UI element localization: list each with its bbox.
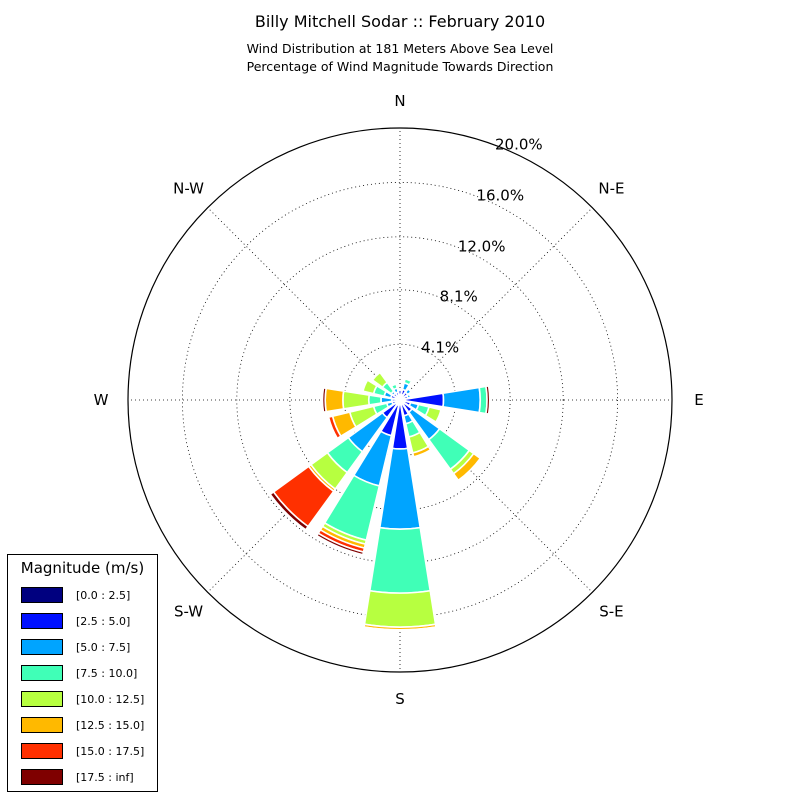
legend-label: [17.5 : inf] (76, 771, 134, 784)
wind-bar-segment (485, 385, 491, 415)
wind-direction-bar (399, 399, 442, 424)
chart-subtitle-line-2: Percentage of Wind Magnitude Towards Dir… (246, 59, 554, 74)
direction-label: W (94, 391, 109, 409)
legend-swatch (21, 717, 63, 733)
legend-swatch (21, 613, 63, 629)
grid-spoke (399, 207, 593, 401)
wind-bar-segment (452, 452, 482, 482)
legend-swatch (21, 639, 63, 655)
wind-bar-segment (403, 377, 413, 387)
direction-label: N-W (173, 180, 204, 198)
direction-label: S-E (599, 602, 623, 620)
legend-label: [5.0 : 7.5] (76, 641, 131, 654)
legend-label: [12.5 : 15.0] (76, 719, 145, 732)
wind-bar-segment (367, 394, 383, 406)
chart-title: Billy Mitchell Sodar :: February 2010 (254, 12, 546, 31)
wind-bar-segment (269, 490, 310, 531)
direction-label: N-E (598, 180, 624, 198)
wind-bar-segment (342, 390, 371, 410)
radial-tick-label: 4.1% (421, 339, 459, 357)
outer-circle (127, 127, 673, 673)
wind-bar-segment (315, 532, 365, 556)
direction-label: S-W (174, 602, 203, 620)
wind-bar-segment (363, 589, 437, 628)
wind-bar-segment (390, 383, 399, 391)
wind-direction-bar (399, 399, 432, 458)
wind-bar-segment (424, 406, 442, 424)
legend: Magnitude (m/s) [0.0 : 2.5] [2.5 : 5.0] [5… (7, 554, 158, 792)
axis-labels: N N-E E S-E S S-W W N-W 4.1% 8.1% 12.0% 16.0% 20.0% (94, 92, 704, 708)
wind-direction-bar (315, 399, 401, 556)
wind-direction-bar (327, 399, 401, 440)
wind-bar-segment (404, 387, 413, 396)
wind-bars (269, 371, 491, 633)
radial-tick-label: 16.0% (476, 187, 524, 205)
radial-tick-label: 8.1% (440, 287, 478, 305)
legend-swatch (21, 587, 63, 603)
legend-label: [10.0 : 12.5] (76, 693, 145, 706)
direction-label: E (694, 391, 703, 409)
grid-spoke (207, 207, 401, 401)
wind-bar-segment (321, 386, 328, 414)
wind-bar-segment (405, 393, 412, 400)
direction-label: N (394, 92, 405, 110)
radial-tick-label: 20.0% (495, 135, 543, 153)
legend-swatch (21, 769, 63, 785)
chart-subtitle-line-1: Wind Distribution at 181 Meters Above Se… (246, 41, 554, 56)
legend-label: [7.5 : 10.0] (76, 667, 138, 680)
radial-tick-label: 12.0% (458, 238, 506, 256)
grid-spoke (399, 399, 593, 593)
wind-bar-segment (362, 626, 438, 633)
wind-bar-segment (368, 526, 432, 594)
wind-bar-segment (442, 386, 482, 414)
legend-label: [2.5 : 5.0] (76, 615, 131, 628)
wind-bar-segment (362, 379, 378, 395)
wind-bar-segment (324, 387, 345, 413)
wind-direction-bar (399, 399, 482, 482)
legend-swatch (21, 691, 63, 707)
grid-ring (181, 181, 619, 619)
legend-swatch (21, 743, 63, 759)
legend-label: [15.0 : 17.5] (76, 745, 145, 758)
wind-direction-bar (321, 386, 401, 414)
wind-direction-bar (362, 399, 438, 633)
legend-title: Magnitude (m/s) (20, 559, 145, 577)
wind-bar-segment (327, 415, 342, 440)
wind-bar-segment (411, 445, 432, 458)
legend-swatch (21, 665, 63, 681)
wind-direction-bar (390, 383, 401, 401)
wind-direction-bar (399, 385, 491, 415)
legend-label: [0.0 : 2.5] (76, 589, 131, 602)
direction-label: S (395, 690, 405, 708)
wind-bar-segment (371, 371, 389, 389)
